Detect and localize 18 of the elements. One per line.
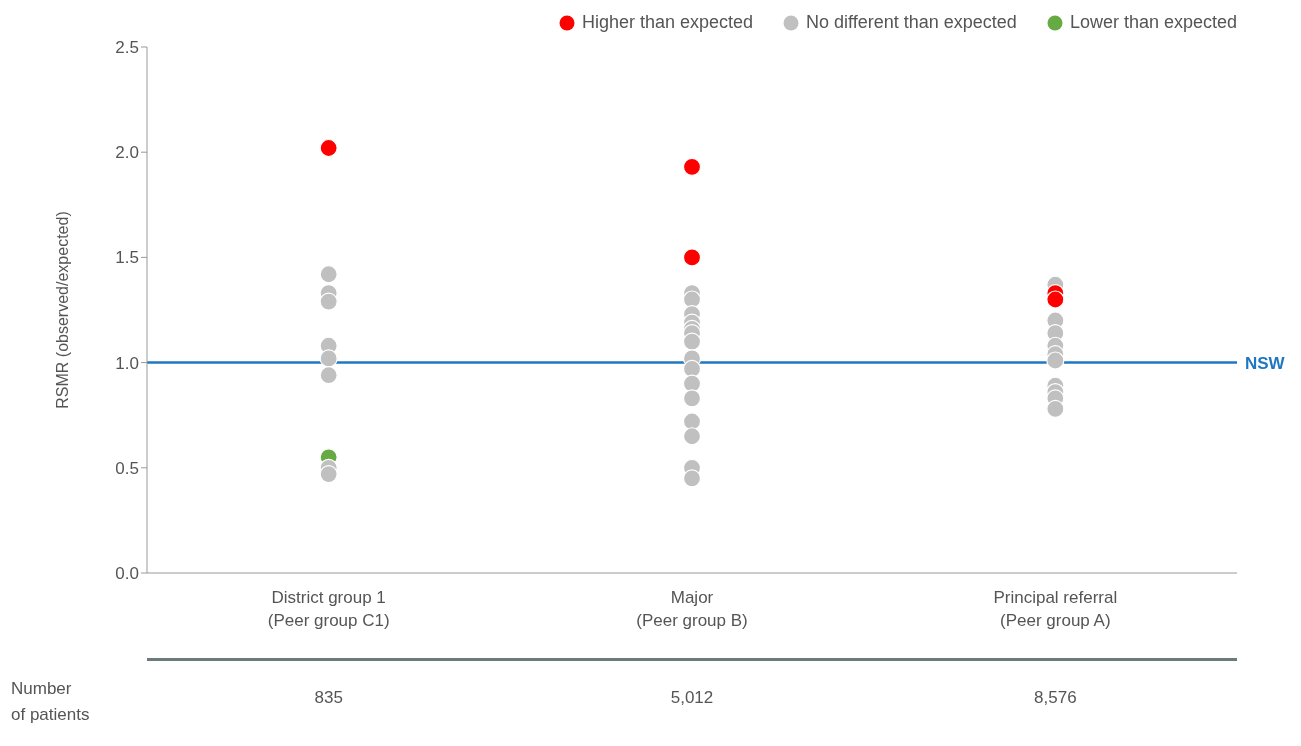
legend-label: Lower than expected xyxy=(1068,12,1237,33)
legend-label: No different than expected xyxy=(805,12,1017,33)
text: 835 xyxy=(313,688,344,708)
y-axis-title: RSMR (observed/expected) xyxy=(53,211,71,409)
ref-line-label: NSW xyxy=(1245,353,1286,373)
y-tick-label: 1.5 xyxy=(115,248,139,268)
y-tick-label: 0.0 xyxy=(115,564,139,584)
text: 5,012 xyxy=(669,688,715,708)
x-tick-label: Major (Peer group B) xyxy=(636,588,748,630)
y-tick-label: 0.5 xyxy=(115,458,139,478)
text: Number of patients xyxy=(11,678,91,726)
y-tick-label: 1.0 xyxy=(115,353,139,373)
text: 8,576 xyxy=(1033,688,1078,708)
x-tick-label: District group 1 (Peer group C1) xyxy=(267,588,390,630)
y-tick-label: 2.0 xyxy=(115,143,139,163)
legend-label: Higher than expected xyxy=(580,12,754,33)
x-tick-label: Principal referral (Peer group A) xyxy=(993,588,1118,630)
y-tick-label: 2.5 xyxy=(115,38,139,58)
